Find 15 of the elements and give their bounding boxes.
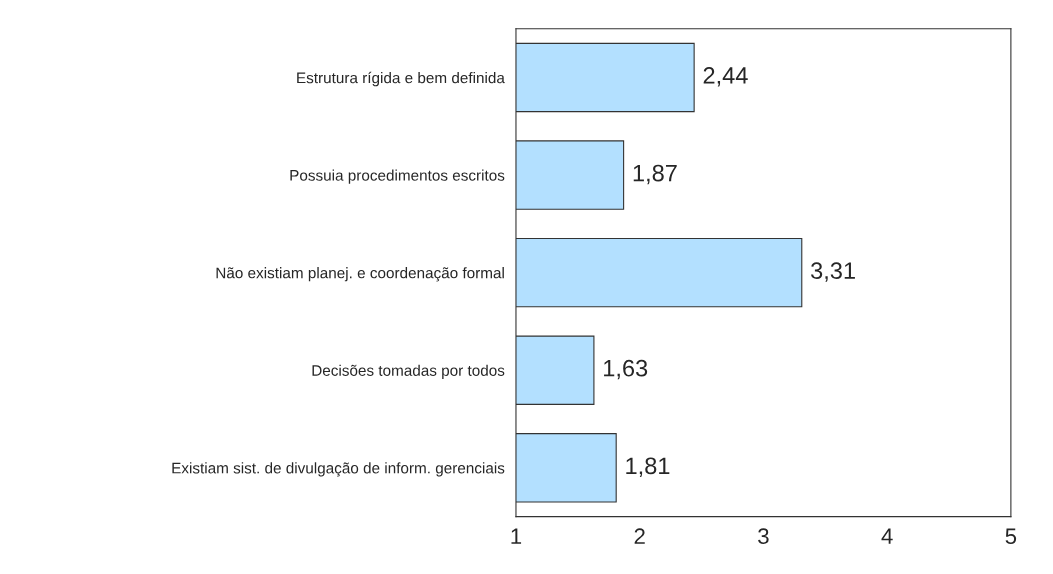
y-tick-label: Existiam sist. de divulgação de inform. gerenciais [172, 462, 505, 477]
y-tick-label: Estrutura rígida e bem definida [297, 71, 505, 87]
x-tick-label: 3 [758, 528, 769, 545]
data-label: 1,87 [633, 164, 677, 185]
data-label: 1,63 [604, 359, 648, 380]
data-label: 1,81 [626, 457, 670, 477]
x-tick-label: 2 [634, 528, 645, 544]
data-label: 3,31 [811, 262, 855, 282]
y-tick-label: Não existiam planej. e coordenação formal [216, 267, 504, 282]
y-tick-label: Decisões tomadas por todos [312, 364, 505, 379]
x-tick-label: 5 [1005, 528, 1017, 545]
x-tick-label: 1 [511, 528, 522, 544]
data-label: 2,44 [703, 67, 748, 87]
y-tick-label: Possuia procedimentos escritos [290, 169, 505, 184]
x-tick-label: 4 [881, 528, 893, 544]
